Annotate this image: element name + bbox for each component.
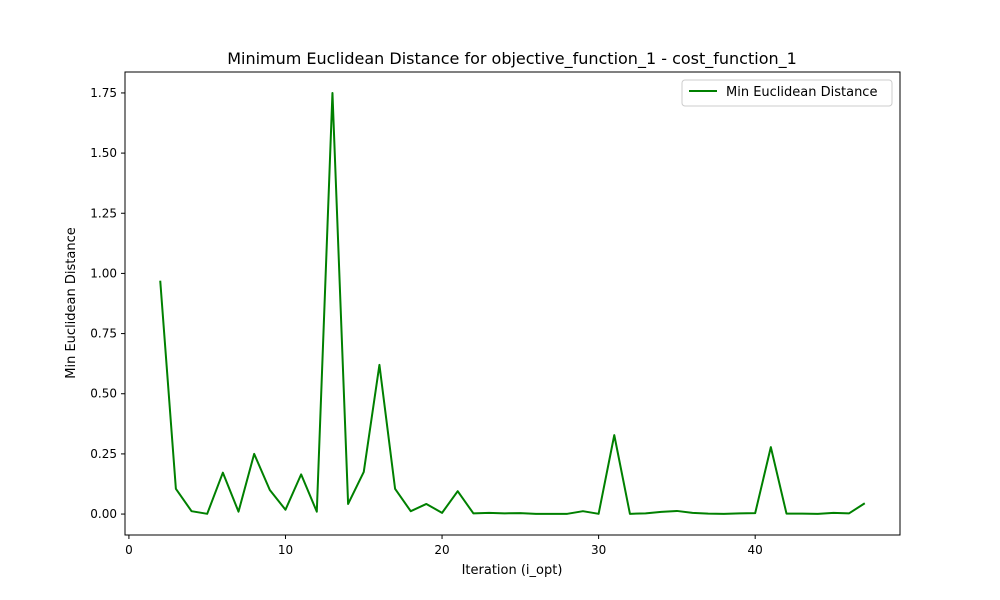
legend-label: Min Euclidean Distance xyxy=(726,85,877,100)
y-tick-label: 1.50 xyxy=(90,146,117,160)
y-tick-label: 0.25 xyxy=(90,447,117,461)
plot-area xyxy=(124,71,901,536)
y-tick-label: 0.75 xyxy=(90,327,117,341)
y-tick-label: 0.50 xyxy=(90,387,117,401)
y-axis-ticks: 0.00 0.25 0.50 0.75 1.00 1.25 1.50 1.75 xyxy=(90,86,125,521)
series-group xyxy=(159,91,866,515)
y-axis-label: Min Euclidean Distance xyxy=(64,227,79,378)
y-tick-label: 1.25 xyxy=(90,206,117,220)
legend-box xyxy=(681,79,893,107)
y-tick-label: 0.00 xyxy=(90,507,117,521)
x-tick-label: 0 xyxy=(125,543,133,557)
x-tick-label: 20 xyxy=(434,543,449,557)
x-tick-label: 40 xyxy=(748,543,763,557)
x-axis-label: Iteration (i_opt) xyxy=(462,563,563,578)
y-tick-label: 1.00 xyxy=(90,266,117,280)
x-tick-label: 10 xyxy=(278,543,293,557)
y-tick-label: 1.75 xyxy=(90,86,117,100)
x-tick-label: 30 xyxy=(591,543,606,557)
legend: Min Euclidean Distance xyxy=(681,79,893,107)
chart-title: Minimum Euclidean Distance for objective… xyxy=(227,49,797,69)
x-axis-ticks: 0 10 20 30 40 xyxy=(125,535,763,557)
series-line xyxy=(159,91,866,515)
plot-frame xyxy=(124,71,901,536)
